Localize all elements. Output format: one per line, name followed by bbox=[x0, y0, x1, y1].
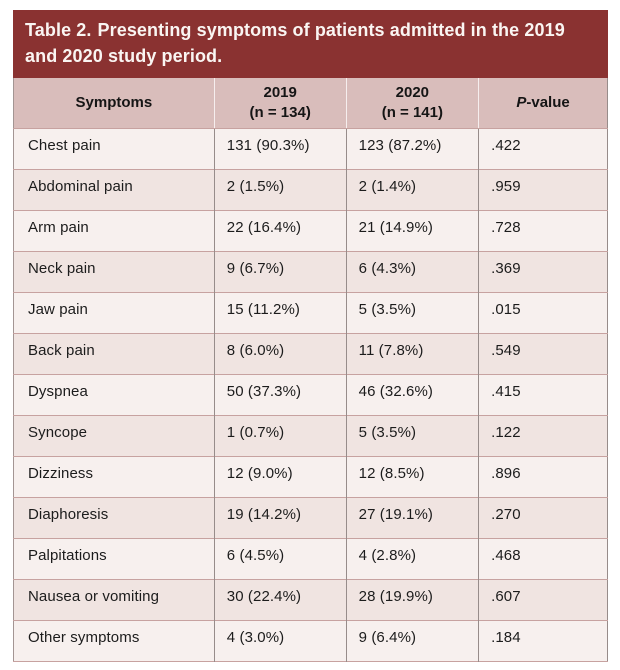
table-title-label: Table 2. bbox=[25, 20, 92, 40]
symptom-cell: Neck pain bbox=[13, 250, 215, 293]
value-2019-cell: 50 (37.3%) bbox=[213, 373, 347, 416]
p-value-cell: .122 bbox=[478, 414, 608, 457]
table-row: Syncope 1 (0.7%) 5 (3.5%) .122 bbox=[13, 414, 608, 457]
value-2019-cell: 1 (0.7%) bbox=[213, 414, 347, 457]
symptom-cell: Abdominal pain bbox=[13, 168, 215, 211]
p-value-cell: .015 bbox=[478, 291, 608, 334]
value-2019-cell: 19 (14.2%) bbox=[213, 496, 347, 539]
p-value-cell: .369 bbox=[478, 250, 608, 293]
symptom-cell: Diaphoresis bbox=[13, 496, 215, 539]
symptom-cell: Dyspnea bbox=[13, 373, 215, 416]
value-2019-cell: 12 (9.0%) bbox=[213, 455, 347, 498]
p-value-cell: .549 bbox=[478, 332, 608, 375]
p-value-cell: .607 bbox=[478, 578, 608, 621]
header-row: Symptoms 2019 (n = 134) 2020 (n = 141) P… bbox=[13, 78, 608, 129]
value-2020-cell: 5 (3.5%) bbox=[345, 414, 479, 457]
value-2019-cell: 4 (3.0%) bbox=[213, 619, 347, 662]
value-2019-cell: 6 (4.5%) bbox=[213, 537, 347, 580]
value-2019-cell: 30 (22.4%) bbox=[213, 578, 347, 621]
value-2019-cell: 8 (6.0%) bbox=[213, 332, 347, 375]
p-value-cell: .468 bbox=[478, 537, 608, 580]
symptom-cell: Arm pain bbox=[13, 209, 215, 252]
p-value-cell: .896 bbox=[478, 455, 608, 498]
value-2020-cell: 4 (2.8%) bbox=[345, 537, 479, 580]
p-value-cell: .728 bbox=[478, 209, 608, 252]
col-header-pvalue: P-value bbox=[478, 78, 608, 129]
symptom-cell: Nausea or vomiting bbox=[13, 578, 215, 621]
value-2020-cell: 28 (19.9%) bbox=[345, 578, 479, 621]
table-row: Diaphoresis 19 (14.2%) 27 (19.1%) .270 bbox=[13, 496, 608, 539]
symptoms-table: Symptoms 2019 (n = 134) 2020 (n = 141) P… bbox=[13, 78, 608, 662]
value-2019-cell: 131 (90.3%) bbox=[213, 128, 347, 170]
table-row: Jaw pain 15 (11.2%) 5 (3.5%) .015 bbox=[13, 291, 608, 334]
symptom-cell: Chest pain bbox=[13, 128, 215, 170]
p-value-cell: .184 bbox=[478, 619, 608, 662]
value-2019-cell: 15 (11.2%) bbox=[213, 291, 347, 334]
col-header-2020-n: (n = 141) bbox=[381, 103, 443, 121]
value-2020-cell: 11 (7.8%) bbox=[345, 332, 479, 375]
p-value-cell: .959 bbox=[478, 168, 608, 211]
col-header-2019: 2019 (n = 134) bbox=[213, 78, 347, 129]
table-2-card: Table 2. Presenting symptoms of patients … bbox=[13, 10, 608, 662]
value-2020-cell: 2 (1.4%) bbox=[345, 168, 479, 211]
table-row: Dyspnea 50 (37.3%) 46 (32.6%) .415 bbox=[13, 373, 608, 416]
value-2020-cell: 5 (3.5%) bbox=[345, 291, 479, 334]
value-2019-cell: 9 (6.7%) bbox=[213, 250, 347, 293]
table-title: Table 2. Presenting symptoms of patients … bbox=[13, 10, 608, 79]
table-row: Neck pain 9 (6.7%) 6 (4.3%) .369 bbox=[13, 250, 608, 293]
value-2020-cell: 46 (32.6%) bbox=[345, 373, 479, 416]
value-2020-cell: 9 (6.4%) bbox=[345, 619, 479, 662]
col-header-2019-n: (n = 134) bbox=[249, 103, 311, 121]
value-2020-cell: 21 (14.9%) bbox=[345, 209, 479, 252]
symptom-cell: Dizziness bbox=[13, 455, 215, 498]
value-2020-cell: 12 (8.5%) bbox=[345, 455, 479, 498]
value-2019-cell: 2 (1.5%) bbox=[213, 168, 347, 211]
symptom-cell: Palpitations bbox=[13, 537, 215, 580]
symptom-cell: Jaw pain bbox=[13, 291, 215, 334]
table-title-text: Presenting symptoms of patients admitted… bbox=[25, 20, 565, 66]
value-2019-cell: 22 (16.4%) bbox=[213, 209, 347, 252]
col-header-2020-year: 2020 bbox=[395, 84, 430, 102]
table-row: Palpitations 6 (4.5%) 4 (2.8%) .468 bbox=[13, 537, 608, 580]
value-2020-cell: 123 (87.2%) bbox=[345, 128, 479, 170]
col-header-symptoms: Symptoms bbox=[13, 78, 215, 129]
table-row: Nausea or vomiting 30 (22.4%) 28 (19.9%)… bbox=[13, 578, 608, 621]
table-row: Dizziness 12 (9.0%) 12 (8.5%) .896 bbox=[13, 455, 608, 498]
table-row: Arm pain 22 (16.4%) 21 (14.9%) .728 bbox=[13, 209, 608, 252]
symptom-cell: Other symptoms bbox=[13, 619, 215, 662]
col-header-pvalue-rest: -value bbox=[526, 94, 570, 112]
table-row: Back pain 8 (6.0%) 11 (7.8%) .549 bbox=[13, 332, 608, 375]
table-row: Abdominal pain 2 (1.5%) 2 (1.4%) .959 bbox=[13, 168, 608, 211]
p-value-cell: .415 bbox=[478, 373, 608, 416]
col-header-pvalue-italic: P bbox=[516, 94, 527, 112]
table-header: Symptoms 2019 (n = 134) 2020 (n = 141) P… bbox=[13, 78, 608, 129]
p-value-cell: .270 bbox=[478, 496, 608, 539]
table-body: Chest pain 131 (90.3%) 123 (87.2%) .422 … bbox=[13, 128, 608, 662]
value-2020-cell: 27 (19.1%) bbox=[345, 496, 479, 539]
table-row: Other symptoms 4 (3.0%) 9 (6.4%) .184 bbox=[13, 619, 608, 662]
value-2020-cell: 6 (4.3%) bbox=[345, 250, 479, 293]
p-value-cell: .422 bbox=[478, 128, 608, 170]
col-header-2019-year: 2019 bbox=[263, 84, 297, 102]
symptom-cell: Back pain bbox=[13, 332, 215, 375]
symptom-cell: Syncope bbox=[13, 414, 215, 457]
col-header-2020: 2020 (n = 141) bbox=[345, 78, 479, 129]
col-header-symptoms-label: Symptoms bbox=[75, 94, 153, 112]
table-row: Chest pain 131 (90.3%) 123 (87.2%) .422 bbox=[13, 128, 608, 170]
